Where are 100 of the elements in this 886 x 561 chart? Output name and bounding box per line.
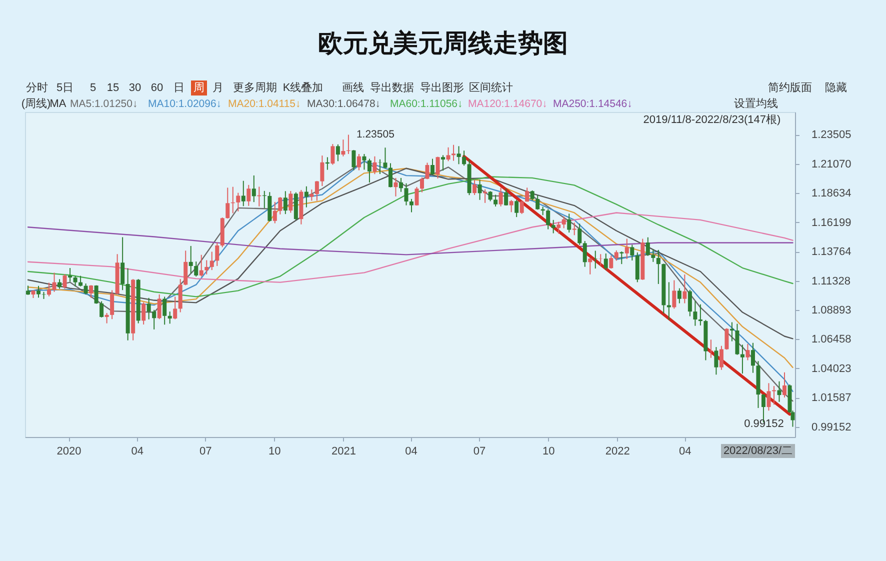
candlestick xyxy=(514,199,519,218)
candlestick xyxy=(551,219,556,234)
candlestick xyxy=(157,294,162,320)
line-series xyxy=(27,226,794,256)
candlestick xyxy=(777,380,782,402)
candlestick xyxy=(708,339,713,358)
candlestick xyxy=(488,190,492,202)
candlestick xyxy=(356,153,361,171)
candlestick xyxy=(110,290,114,320)
text: 区间统计 xyxy=(469,81,513,94)
candlestick xyxy=(404,182,408,206)
text: 日 xyxy=(174,82,184,94)
candlestick xyxy=(184,250,188,286)
x-tick-label: 10 xyxy=(268,446,281,458)
x-tick-label: 04 xyxy=(679,446,692,458)
candlestick xyxy=(772,386,776,406)
candlestick xyxy=(498,187,503,207)
candlestick xyxy=(178,278,182,313)
candlestick xyxy=(556,221,561,234)
candlestick xyxy=(62,274,67,290)
candlestick xyxy=(320,155,324,186)
candlestick xyxy=(47,282,52,297)
candlestick xyxy=(94,284,98,304)
candlestick xyxy=(398,177,403,192)
candlestick xyxy=(352,150,356,171)
text: 2022/08/23/二 xyxy=(723,445,793,457)
candlestick xyxy=(330,144,335,166)
candlestick xyxy=(740,344,744,374)
candlestick xyxy=(152,309,156,330)
candlestick xyxy=(766,382,771,412)
text: 60 xyxy=(150,82,164,94)
text: 隐藏 xyxy=(825,81,847,94)
text: 30 xyxy=(128,82,142,94)
text: (周线) xyxy=(21,97,51,110)
text: 分时 xyxy=(26,81,48,94)
line-series xyxy=(27,176,794,298)
candlestick xyxy=(199,254,204,278)
candlestick xyxy=(614,250,618,262)
candlestick xyxy=(572,222,576,236)
candlestick xyxy=(630,244,634,261)
candlestick xyxy=(719,345,724,370)
candlestick xyxy=(210,251,214,271)
candlestick xyxy=(194,261,198,278)
candlestick xyxy=(120,236,125,291)
candlestick xyxy=(562,216,566,229)
y-tick-label: 1.16199 xyxy=(812,216,852,229)
candlestick xyxy=(462,150,466,166)
candlestick xyxy=(609,255,614,270)
text: 简约版面 xyxy=(768,82,812,94)
y-tick-label: 1.11328 xyxy=(812,275,850,288)
text: MA5:1.01250↓ xyxy=(70,98,138,110)
candlestick xyxy=(677,288,682,304)
y-tick-label: 1.21070 xyxy=(812,158,852,170)
candlestick xyxy=(104,312,109,324)
candlestick xyxy=(215,242,220,266)
text: MA30:1.06478↓ xyxy=(307,98,381,110)
candlestick xyxy=(509,200,514,213)
candlestick xyxy=(304,186,308,208)
candlestick xyxy=(89,284,94,298)
candlestick xyxy=(52,272,56,292)
candlestick xyxy=(714,346,718,376)
candlestick xyxy=(241,180,246,207)
candlestick xyxy=(252,174,256,203)
candlestick xyxy=(546,208,550,230)
candlestick xyxy=(682,274,687,304)
candlestick xyxy=(246,184,251,206)
text: 导出图形 xyxy=(420,81,464,94)
candlestick xyxy=(504,188,508,206)
candlestick xyxy=(698,304,702,326)
y-tick-label: 1.01587 xyxy=(812,392,852,404)
candlestick xyxy=(73,275,78,287)
text: 更多周期 xyxy=(233,82,277,94)
candlestick xyxy=(168,311,172,324)
candlestick xyxy=(362,153,366,170)
text: MA250:1.14546↓ xyxy=(553,98,632,110)
candlestick xyxy=(620,250,624,265)
text: 5日 xyxy=(56,82,74,94)
candlestick xyxy=(567,213,572,234)
candlestick xyxy=(173,296,178,320)
candlestick xyxy=(525,187,530,202)
annotation: 0.99152 xyxy=(744,418,784,430)
annotation: 2019/11/8-2022/8/23(147根) xyxy=(643,114,781,126)
x-tick-label: 10 xyxy=(542,446,555,458)
candlestick xyxy=(425,162,430,180)
candlestick xyxy=(478,179,482,200)
y-tick-label: 1.13764 xyxy=(812,246,852,258)
text: 设置均线 xyxy=(734,97,778,110)
x-tick-label: 07 xyxy=(473,446,486,458)
candlestick xyxy=(688,289,692,317)
candlestick xyxy=(383,147,388,169)
candlestick xyxy=(146,297,151,320)
candlestick xyxy=(84,282,88,295)
candlestick xyxy=(58,278,62,290)
candlestick xyxy=(666,282,671,320)
candlestick xyxy=(314,180,319,202)
candlestick xyxy=(78,275,83,287)
text: 月 xyxy=(212,82,224,94)
candlestick xyxy=(272,201,277,224)
candlestick xyxy=(430,158,435,176)
candlestick xyxy=(582,240,587,268)
